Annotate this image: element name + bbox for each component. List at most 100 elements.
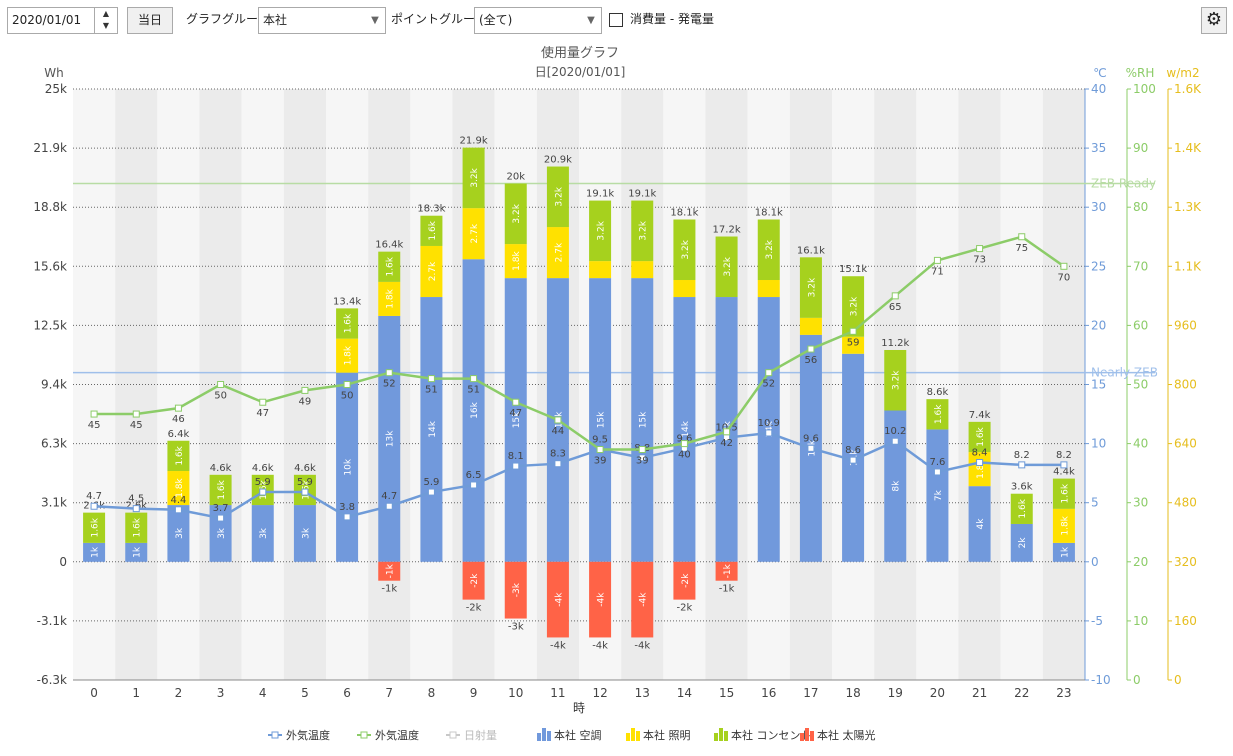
- segment-label: 3k: [175, 527, 185, 539]
- bar-segment: [504, 244, 527, 279]
- point-label: 70: [1058, 272, 1071, 283]
- settings-button[interactable]: ⚙: [1201, 7, 1227, 34]
- y-tick-label: 9.4k: [41, 378, 67, 392]
- point-label: 51: [425, 385, 438, 396]
- y3-tick-label: 50: [1133, 378, 1148, 392]
- point-group-select[interactable]: (全て) ▼: [474, 7, 602, 34]
- y2-tick-label: 0: [1091, 555, 1099, 569]
- y4-tick-label: 1.6K: [1174, 82, 1202, 96]
- line-point: [765, 369, 773, 377]
- bar-segment: [420, 297, 443, 562]
- segment-label: 3.2k: [892, 370, 902, 390]
- point-label: 5.9: [297, 477, 313, 488]
- point-label: 7.6: [929, 457, 945, 468]
- segment-label: 2k: [1018, 537, 1028, 549]
- y3-tick-label: 90: [1133, 141, 1148, 155]
- line-point: [976, 245, 984, 253]
- line-point: [1060, 461, 1068, 469]
- point-label: 4.4: [170, 495, 186, 506]
- line-point: [470, 481, 478, 489]
- x-tick-label: 3: [217, 686, 225, 700]
- segment-label: 3k: [217, 527, 227, 539]
- bar-segment: [757, 280, 780, 298]
- bar-segment: [546, 166, 569, 228]
- segment-label: 10k: [344, 458, 354, 475]
- bar-segment: [631, 261, 654, 279]
- bar-segment: [167, 440, 190, 472]
- y2-tick-label: -10: [1091, 673, 1111, 687]
- bar-segment: [715, 561, 738, 581]
- total-label: 11.2k: [881, 338, 909, 349]
- y3-tick-label: 70: [1133, 259, 1148, 273]
- point-label: 8.4: [972, 448, 988, 459]
- total-label: 17.2k: [713, 225, 741, 236]
- date-input[interactable]: 2020/01/01 ▲ ▼: [7, 7, 118, 34]
- segment-label: 1.8k: [386, 288, 396, 308]
- point-label: 39: [594, 456, 607, 467]
- line-point: [427, 488, 435, 496]
- point-label: 73: [973, 255, 986, 266]
- bar-segment: [209, 474, 232, 506]
- line-point: [512, 462, 520, 470]
- bar-segment: [968, 421, 991, 453]
- segment-label: 3.2k: [850, 296, 860, 316]
- y-tick-label: 15.6k: [33, 259, 67, 273]
- line-point: [807, 345, 815, 353]
- segment-label: 2.7k: [554, 242, 564, 262]
- bar-segment: [167, 471, 190, 506]
- segment-label: 15k: [597, 411, 607, 428]
- date-text: 2020/01/01: [12, 13, 82, 27]
- point-label: 47: [256, 408, 269, 419]
- x-tick-label: 17: [803, 686, 818, 700]
- graph-group-value: 本社: [263, 13, 288, 27]
- point-label: 47: [509, 408, 522, 419]
- negative-total-label: -4k: [592, 640, 608, 651]
- y2-tick-label: 25: [1091, 259, 1106, 273]
- point-label: 51: [467, 385, 480, 396]
- bar-segment: [209, 505, 232, 562]
- y4-tick-label: 320: [1174, 555, 1197, 569]
- checkbox[interactable]: [609, 13, 623, 27]
- y2-tick-label: 30: [1091, 200, 1106, 214]
- bar-segment: [799, 317, 822, 335]
- x-tick-label: 5: [301, 686, 309, 700]
- line-point: [765, 429, 773, 437]
- y2-tick-label: 5: [1091, 496, 1099, 510]
- segment-label: 14k: [428, 420, 438, 437]
- total-label: 19.1k: [628, 189, 656, 200]
- legend-swatch: [547, 731, 551, 741]
- today-button[interactable]: 当日: [127, 7, 173, 34]
- bar-segment: [546, 227, 569, 279]
- point-label: 50: [341, 391, 354, 402]
- bar-segment: [968, 452, 991, 487]
- segment-label: 2.7k: [428, 261, 438, 281]
- legend-swatch: [537, 733, 541, 741]
- point-label: 9.5: [592, 435, 608, 446]
- legend-label: 外気温度: [286, 728, 330, 742]
- total-label: 13.4k: [333, 296, 361, 307]
- segment-label: 1.6k: [217, 479, 227, 499]
- x-tick-label: 10: [508, 686, 523, 700]
- y-tick-label: 18.8k: [33, 200, 67, 214]
- bar-segment: [631, 278, 654, 562]
- y2-axis-label: ℃: [1093, 66, 1106, 80]
- segment-label: 1.8k: [512, 251, 522, 271]
- y4-axis-label: w/m2: [1166, 66, 1199, 80]
- spin-buttons[interactable]: ▲ ▼: [94, 8, 117, 33]
- graph-group-select[interactable]: 本社 ▼: [258, 7, 386, 34]
- x-tick-label: 6: [343, 686, 351, 700]
- x-tick-label: 19: [888, 686, 903, 700]
- total-label: 18.1k: [755, 207, 783, 218]
- bar-segment: [251, 505, 274, 562]
- legend-marker: [449, 731, 457, 739]
- legend-swatch: [636, 731, 640, 741]
- x-tick-label: 21: [972, 686, 987, 700]
- line-point: [90, 502, 98, 510]
- reference-label: ZEB Ready: [1091, 177, 1156, 191]
- segment-label: 4k: [976, 518, 986, 530]
- total-label: 18.1k: [670, 207, 698, 218]
- bar-segment: [462, 147, 485, 209]
- negative-total-label: -4k: [550, 640, 566, 651]
- point-label: 4.5: [128, 494, 144, 505]
